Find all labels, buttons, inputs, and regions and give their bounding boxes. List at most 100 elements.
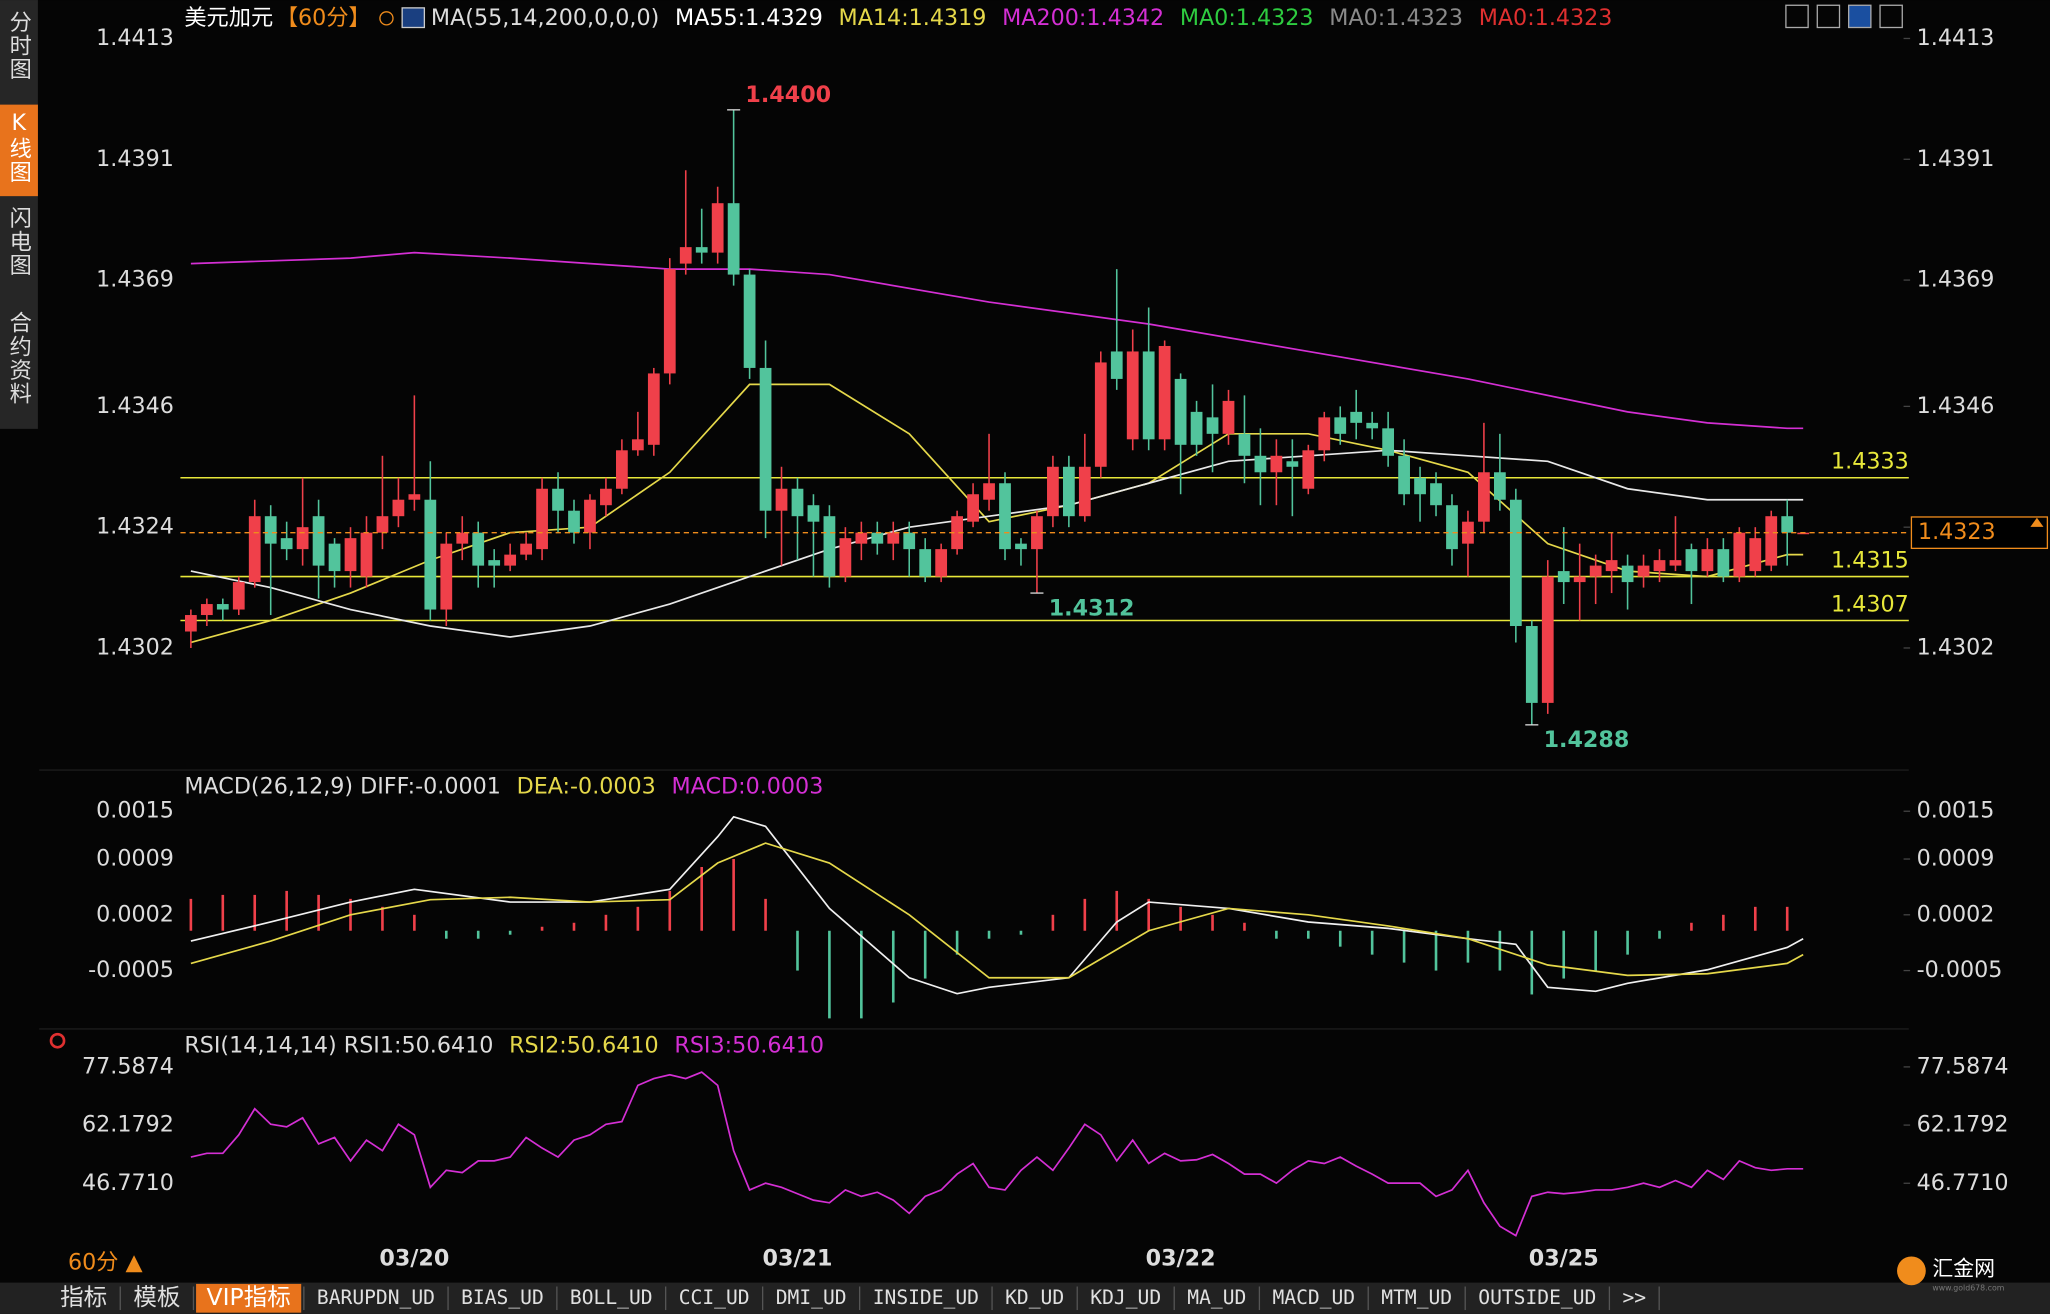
candle-body — [488, 560, 501, 566]
candle-body — [1749, 538, 1762, 572]
icon[interactable] — [1879, 4, 1903, 29]
toolbar-tab[interactable]: OUTSIDE_UD — [1478, 1286, 1596, 1309]
period-button[interactable]: 60分 ▲ — [68, 1249, 144, 1275]
y-tick-label-right: 1.4413 — [1917, 25, 1995, 51]
candle-body — [360, 532, 373, 577]
candle-body — [743, 274, 756, 368]
candle-body — [1254, 455, 1267, 473]
candle-body — [1047, 466, 1059, 517]
settings-icon[interactable] — [49, 1032, 66, 1049]
sidebar-tab[interactable]: 合约资料 — [6, 311, 32, 406]
legend-item: MACD:0.0003 — [672, 774, 824, 800]
toolbar-tab[interactable]: MACD_UD — [1272, 1286, 1355, 1309]
toolbar-tab[interactable]: BARUPDN_UD — [317, 1286, 435, 1309]
icon[interactable] — [1848, 4, 1872, 29]
candle-body — [903, 532, 916, 550]
candle-body — [1589, 565, 1602, 577]
toolbar-tab[interactable]: KD_UD — [1005, 1286, 1064, 1309]
candle-body — [456, 532, 469, 544]
level-label: 1.4307 — [1831, 591, 1909, 617]
y-tick-label: 46.7710 — [82, 1170, 174, 1196]
legend-item: MA55:1.4329 — [675, 5, 823, 31]
legend-item: MA(55,14,200,0,0,0) — [431, 5, 659, 31]
candle-body — [1557, 571, 1570, 583]
candle-body — [1222, 400, 1235, 434]
toolbar-tab[interactable]: CCI_UD — [679, 1286, 750, 1309]
toolbar-tab[interactable]: KDJ_UD — [1090, 1286, 1161, 1309]
toolbar-tab[interactable]: MTM_UD — [1381, 1286, 1452, 1309]
candle-body — [1509, 499, 1522, 627]
last-price-box — [1910, 516, 2049, 550]
candle-body — [1653, 560, 1666, 572]
legend-item: MA14:1.4319 — [839, 5, 987, 31]
last-price-marker — [2030, 517, 2044, 527]
icon[interactable] — [1785, 4, 1809, 29]
line-series — [190, 842, 1804, 979]
y-tick-label: -0.0005 — [88, 957, 174, 983]
toolbar-tab[interactable]: BIAS_UD — [461, 1286, 544, 1309]
candle-body — [232, 582, 245, 610]
candle-body — [855, 532, 868, 544]
candle-body — [1781, 516, 1794, 533]
toolbar-tab[interactable]: >> — [1622, 1286, 1646, 1309]
icon[interactable] — [1816, 4, 1841, 29]
y-tick-label: 1.4324 — [96, 514, 174, 540]
toolbar-tab[interactable]: 模板 — [133, 1283, 180, 1311]
candle-body — [679, 247, 692, 264]
legend-item: MA0:1.4323 — [1329, 5, 1463, 31]
icon — [401, 7, 426, 29]
sidebar-tab[interactable]: 闪电图 — [6, 206, 32, 277]
candle-body — [839, 538, 852, 577]
last-price-label: 1.4323 — [1918, 519, 1996, 545]
toolbar-tab[interactable]: MA_UD — [1187, 1286, 1246, 1309]
toolbar-tab[interactable]: INSIDE_UD — [873, 1286, 979, 1309]
candle-body — [647, 373, 660, 445]
line-series — [190, 449, 1804, 638]
candle-body — [1430, 483, 1442, 506]
x-tick-label: 03/21 — [763, 1246, 833, 1272]
candle-body — [344, 538, 357, 572]
sidebar-tab[interactable]: 分时图 — [6, 10, 32, 81]
candle-body — [408, 494, 421, 500]
toolbar-tab[interactable]: VIP指标 — [207, 1283, 291, 1311]
y-tick-label-right: -0.0005 — [1917, 957, 2003, 983]
candle-body — [1462, 521, 1474, 544]
candle-body — [600, 488, 612, 506]
toolbar-tab[interactable]: 指标 — [60, 1283, 107, 1311]
candle-body — [935, 549, 948, 577]
toolbar-tab-active[interactable] — [196, 1283, 302, 1313]
line-series — [190, 815, 1804, 995]
sidebar-active-tab[interactable] — [0, 104, 38, 197]
extreme-label: 1.4400 — [745, 82, 831, 108]
candle-body — [663, 269, 676, 374]
logo-url: www.gold678.com — [1932, 1283, 2004, 1292]
y-tick-label: 1.4413 — [96, 25, 174, 51]
candle-body — [328, 543, 341, 572]
legend-item: MACD(26,12,9) DIFF:-0.0001 — [184, 774, 501, 800]
toolbar-tab[interactable]: DMI_UD — [776, 1286, 847, 1309]
legend-item: MA200:1.4342 — [1002, 5, 1164, 31]
candle-body — [536, 488, 548, 550]
candle-body — [424, 499, 437, 610]
candle-body — [1685, 549, 1698, 572]
toolbar-icons[interactable] — [1785, 4, 1903, 29]
toolbar-tab[interactable]: BOLL_UD — [570, 1286, 653, 1309]
candle-body — [1286, 461, 1299, 467]
candle-body — [1126, 351, 1139, 440]
candle-body — [711, 203, 724, 253]
candle-body — [1398, 455, 1410, 495]
candle-body — [1270, 455, 1283, 473]
y-tick-label-right: 1.4391 — [1917, 146, 1995, 172]
y-tick-label: 77.5874 — [82, 1053, 174, 1079]
candle-body — [1525, 626, 1538, 703]
candle-body — [296, 527, 309, 550]
y-tick-label-right: 1.4302 — [1917, 634, 1995, 660]
candle-body — [616, 450, 628, 489]
line-series — [190, 251, 1804, 430]
candle-body — [1158, 345, 1171, 440]
candle-body — [1015, 543, 1027, 550]
candle-body — [1573, 576, 1586, 583]
candle-body — [1190, 411, 1203, 445]
sidebar-tab[interactable]: K线图 — [6, 110, 32, 184]
candle-body — [871, 532, 884, 544]
